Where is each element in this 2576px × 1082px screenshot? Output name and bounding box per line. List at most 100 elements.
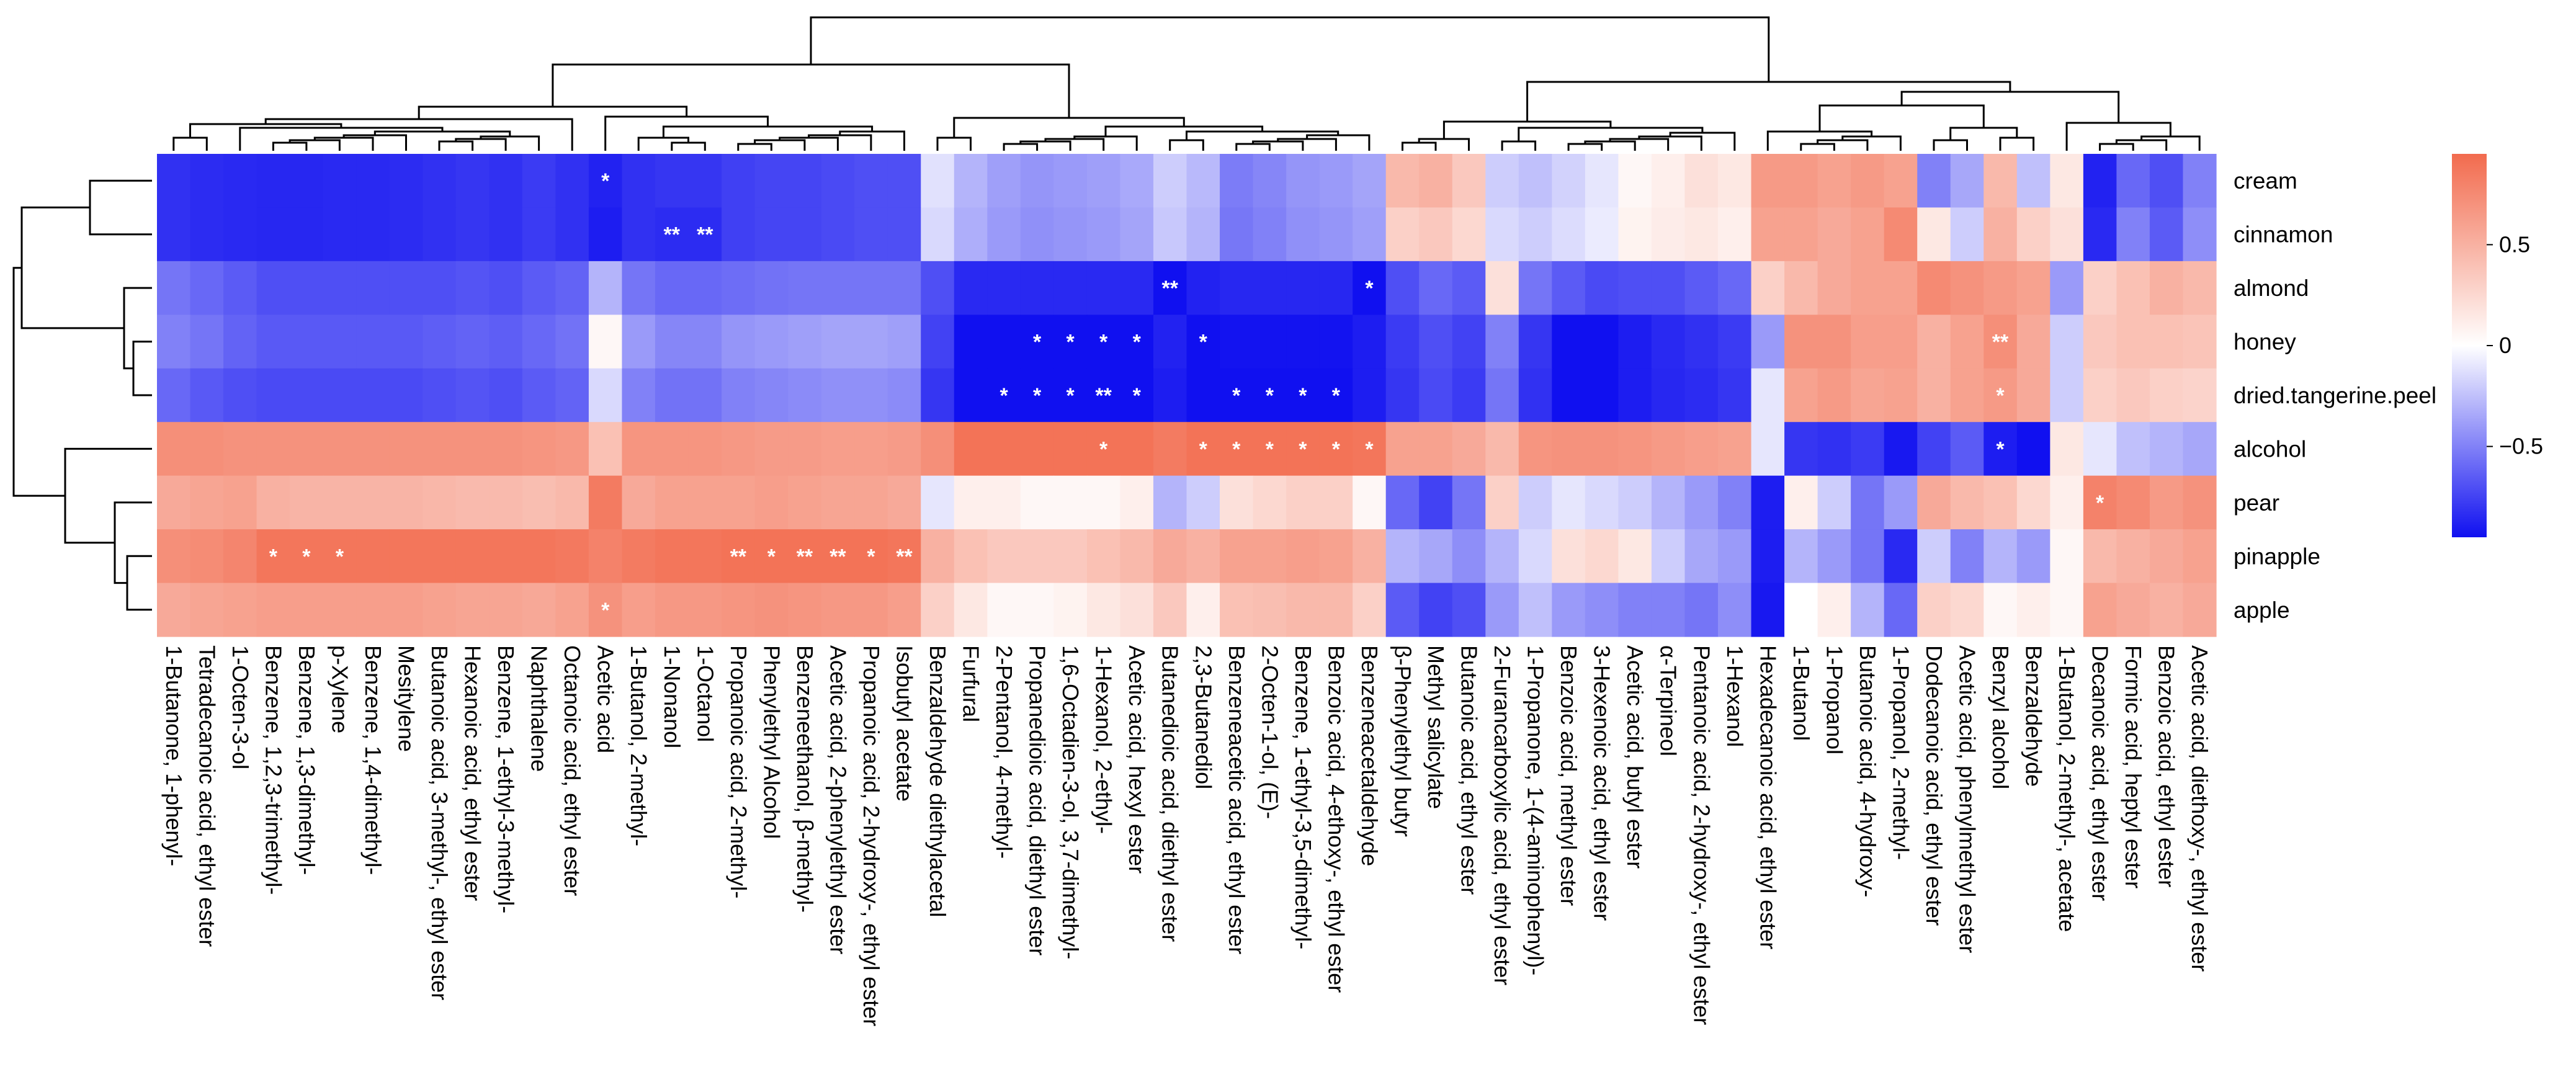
column-label: Benzoic acid, methyl ester: [1556, 645, 1581, 906]
heatmap-cell: [455, 475, 490, 530]
heatmap-cell: [1220, 315, 1254, 369]
heatmap-cell: [622, 422, 656, 476]
heatmap-cell: [1684, 529, 1719, 584]
heatmap-cell: [522, 368, 556, 423]
heatmap-cell: [1784, 422, 1818, 476]
heatmap-cell: [555, 207, 589, 262]
heatmap-cell: [455, 583, 490, 637]
heatmap-cell: [1353, 583, 1387, 637]
column-label: Benzoic acid, 4-ethoxy-, ethyl ester: [1323, 645, 1349, 993]
heatmap-cell: [1552, 207, 1586, 262]
heatmap-cell: [1452, 261, 1486, 315]
heatmap-cell: [1153, 261, 1187, 315]
heatmap-cell: [1253, 583, 1287, 637]
heatmap-cell: [1751, 261, 1785, 315]
heatmap-cell: [1518, 529, 1552, 584]
heatmap-cell: [455, 154, 490, 208]
heatmap-cell: [2083, 583, 2117, 637]
heatmap-cell: [1851, 154, 1885, 208]
heatmap-cell: [356, 154, 390, 208]
heatmap-cell: [2016, 154, 2051, 208]
heatmap-cell: [356, 315, 390, 369]
heatmap-cell: [1817, 368, 1851, 423]
row-label: pinapple: [2234, 543, 2320, 569]
heatmap-cell: [190, 529, 224, 584]
heatmap-cell: [821, 583, 855, 637]
heatmap-cell: [389, 422, 423, 476]
heatmap-cell: [1286, 154, 1320, 208]
heatmap-cell: [2116, 583, 2150, 637]
dendrogram-branch: [1817, 139, 1869, 151]
heatmap-cell: [1884, 207, 1918, 262]
heatmap-cell: [954, 475, 988, 530]
heatmap-cell: [157, 261, 191, 315]
heatmap-cell: [223, 207, 257, 262]
heatmap-cell: [1817, 422, 1851, 476]
heatmap-cell: [290, 154, 324, 208]
heatmap-cell: [1319, 154, 1353, 208]
significance-marks: *** **** ** * * * * *** * * ** * * * * * ** * * * * * * *** * * **…: [269, 169, 2104, 622]
heatmap-cell: [1884, 261, 1918, 315]
heatmap-cell: [2116, 207, 2150, 262]
heatmap-cell: [1983, 475, 2018, 530]
heatmap-cell: [754, 368, 789, 423]
heatmap-cell: [223, 583, 257, 637]
column-label: 1-Hexanol, 2-ethyl-: [1091, 645, 1117, 834]
heatmap-cell: [688, 422, 722, 476]
heatmap-cell: [2183, 368, 2217, 423]
heatmap-cell: [954, 261, 988, 315]
heatmap-cell: [423, 315, 457, 369]
heatmap-cell: [1950, 315, 1984, 369]
heatmap-cell: [754, 315, 789, 369]
heatmap-cell: [688, 529, 722, 584]
heatmap-cell: [1020, 529, 1054, 584]
heatmap-cell: [157, 154, 191, 208]
heatmap-cell: [622, 154, 656, 208]
heatmap-cell: [954, 368, 988, 423]
heatmap-cell: [1053, 475, 1088, 530]
heatmap-cell: [1917, 583, 1951, 637]
heatmap-cell: [356, 261, 390, 315]
heatmap-cell: [190, 261, 224, 315]
column-label: 2-Furancarboxylic acid, ethyl ester: [1490, 645, 1515, 985]
row-label: cinnamon: [2234, 222, 2333, 248]
heatmap-cell: [489, 583, 523, 637]
heatmap-cell: [1385, 154, 1420, 208]
heatmap-cell: [489, 475, 523, 530]
heatmap-cell: [1385, 422, 1420, 476]
heatmap-cell: [754, 529, 789, 584]
heatmap-cell: [1684, 583, 1719, 637]
heatmap-cell: [1452, 422, 1486, 476]
dendrogram-branch: [132, 341, 152, 396]
significance-mark: *: [867, 545, 875, 568]
heatmap-cell: [2050, 368, 2084, 423]
heatmap-cell: [821, 261, 855, 315]
heatmap-cell: [1353, 207, 1387, 262]
heatmap-cell: [323, 475, 357, 530]
heatmap-cell: [1983, 368, 2018, 423]
heatmap-cell: [1751, 368, 1785, 423]
dendrogram-branch: [552, 63, 1070, 118]
heatmap-cell: [1552, 368, 1586, 423]
significance-mark: *: [1033, 384, 1042, 408]
significance-mark: *: [336, 545, 344, 568]
heatmap-cell: [754, 154, 789, 208]
heatmap-cell: [1784, 315, 1818, 369]
column-label: 1-Propanol, 2-methyl-: [1888, 645, 1913, 860]
heatmap-cell: [655, 154, 689, 208]
heatmap-cell: [588, 583, 623, 637]
dendrogram-branch: [438, 140, 474, 151]
column-label: Acetic acid, hexyl ester: [1124, 645, 1150, 874]
heatmap-cell: [1718, 475, 1752, 530]
row-labels: cream cinnamon almond honey dried.tangerine.…: [2234, 168, 2436, 623]
heatmap-cell: [1220, 475, 1254, 530]
heatmap-cell: [389, 583, 423, 637]
heatmap-cell: [1718, 422, 1752, 476]
dendrogram-branch: [272, 141, 308, 151]
dendrogram-branch: [1526, 81, 2011, 122]
dendrogram-branch: [20, 206, 124, 329]
heatmap-cell: [1917, 154, 1951, 208]
heatmap-cell: [2116, 368, 2150, 423]
heatmap-cell: [389, 261, 423, 315]
heatmap-cell: [555, 422, 589, 476]
